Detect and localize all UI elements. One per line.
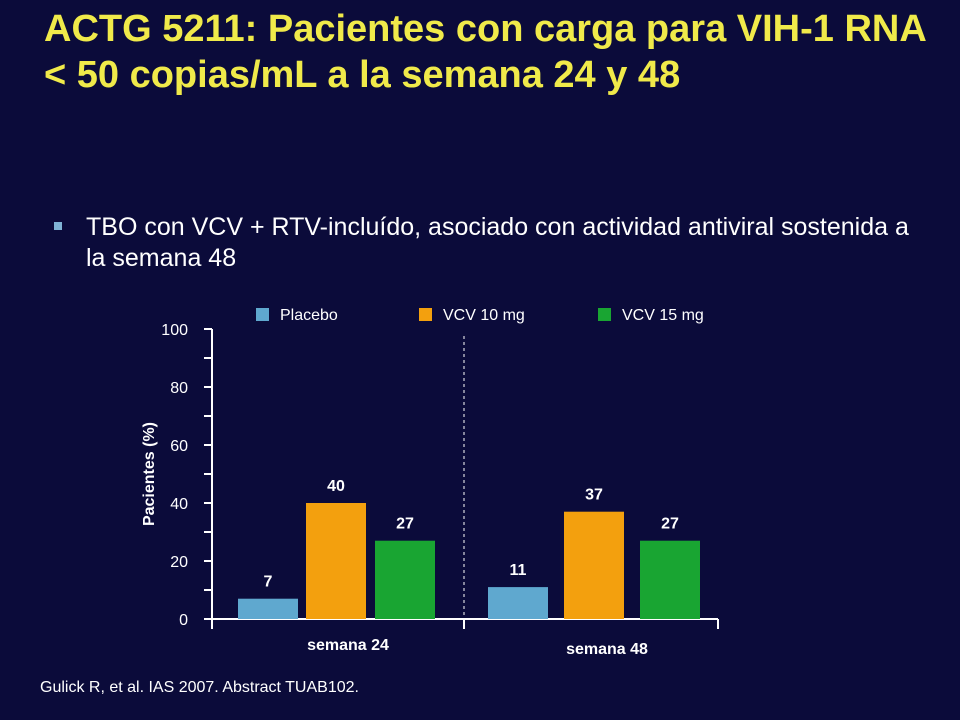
legend-swatch [256,308,269,321]
slide-title: ACTG 5211: Pacientes con carga para VIH-… [44,8,926,96]
y-tick-label: 80 [170,380,188,397]
y-tick-label: 100 [161,322,188,339]
x-category-label: semana 48 [566,641,648,658]
data-label: 27 [661,516,679,533]
legend-label: VCV 15 mg [622,307,704,324]
y-tick-label: 40 [170,496,188,513]
legend-swatch [419,308,432,321]
data-label: 37 [585,487,603,504]
bar [564,511,624,619]
source-citation: Gulick R, et al. IAS 2007. Abstract TUAB… [40,679,359,696]
legend-label: VCV 10 mg [443,307,525,324]
bar [375,540,435,619]
square-bullet-icon [54,222,62,230]
y-tick-label: 0 [179,612,188,629]
bar [238,598,298,619]
bar [640,540,700,619]
legend-swatch [598,308,611,321]
bar [488,587,548,619]
data-label: 11 [510,562,527,579]
data-label: 27 [396,516,414,533]
y-tick-label: 20 [170,554,188,571]
bar [306,503,366,619]
data-label: 7 [264,574,273,591]
data-label: 40 [327,478,345,495]
y-tick-label: 60 [170,438,188,455]
bullet-text: TBO con VCV + RTV-incluído, asociado con… [86,213,909,272]
legend-label: Placebo [280,307,338,324]
x-category-label: semana 24 [307,637,389,654]
y-axis-label: Pacientes (%) [141,422,158,526]
